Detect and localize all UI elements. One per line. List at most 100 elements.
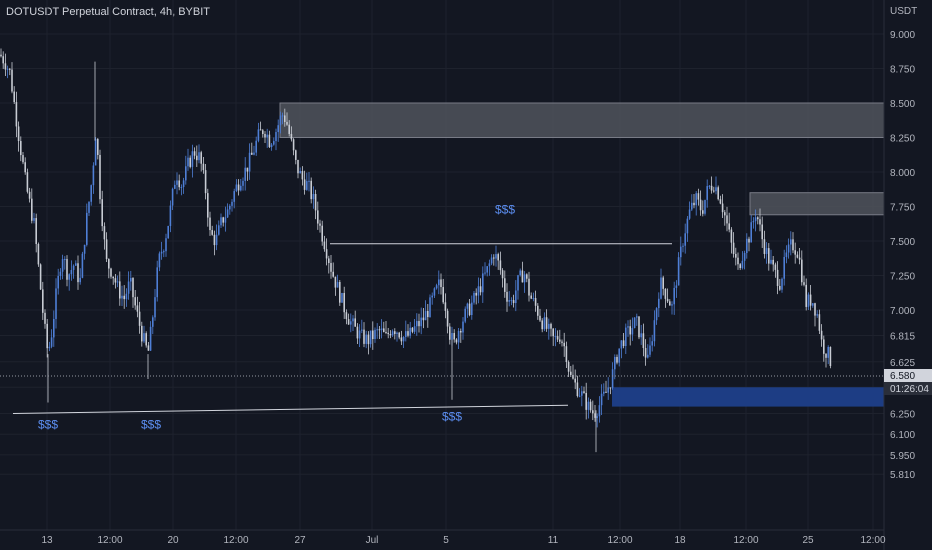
candle-body <box>264 133 266 138</box>
candle <box>759 208 761 232</box>
candle <box>429 294 431 318</box>
candle <box>253 145 255 156</box>
candle-body <box>242 180 244 186</box>
candle <box>523 271 526 293</box>
candle-body <box>515 290 517 304</box>
candle <box>605 380 607 393</box>
candle <box>543 312 546 332</box>
candle <box>200 150 202 172</box>
candle-body <box>94 138 97 166</box>
candle <box>578 388 581 398</box>
candle-body <box>530 295 532 299</box>
x-tick-label: 12:00 <box>607 535 632 546</box>
candle-body <box>488 263 491 267</box>
candle-body <box>671 304 673 306</box>
candle <box>446 308 449 334</box>
candle-body <box>378 329 381 331</box>
candle <box>387 327 389 339</box>
candle-body <box>11 69 13 92</box>
candle-body <box>121 295 123 299</box>
candle-body <box>147 345 150 351</box>
candle <box>292 138 295 156</box>
candle-body <box>356 326 359 339</box>
candle <box>490 254 493 266</box>
candle-body <box>160 251 163 254</box>
candle <box>101 190 103 232</box>
candle <box>583 386 585 394</box>
candles <box>0 48 832 453</box>
candle <box>418 313 420 333</box>
candle <box>805 278 807 311</box>
candle-body <box>387 332 389 335</box>
candle <box>783 249 785 286</box>
candle <box>763 230 766 259</box>
candle-body <box>433 288 436 296</box>
grid <box>0 0 884 530</box>
candle <box>706 179 708 208</box>
candle <box>275 128 277 151</box>
candle <box>444 293 447 319</box>
candle <box>699 190 702 216</box>
candle <box>440 273 442 295</box>
candle-body <box>103 226 106 240</box>
candle-body <box>385 331 387 333</box>
candle <box>512 294 515 308</box>
candle-body <box>231 201 233 206</box>
candle <box>127 271 130 300</box>
candle-body <box>299 171 301 174</box>
candle <box>323 235 326 252</box>
candle <box>169 200 172 233</box>
candle-body <box>774 264 777 270</box>
candle <box>431 292 433 305</box>
candle-body <box>339 281 341 303</box>
candle <box>246 167 249 181</box>
candle-body <box>455 339 458 343</box>
candle <box>306 172 308 191</box>
candle-body <box>180 186 183 188</box>
candle-body <box>70 269 73 275</box>
candle <box>178 174 180 191</box>
candle-body <box>578 395 581 397</box>
candle <box>803 275 805 287</box>
candle <box>328 255 330 274</box>
candle <box>46 319 48 358</box>
y-tick-label: 6.100 <box>890 430 915 441</box>
candle-body <box>781 278 783 290</box>
candle <box>112 276 114 285</box>
candle <box>754 209 757 232</box>
candle-body <box>46 323 48 349</box>
candle-body <box>642 333 645 348</box>
candle-body <box>97 138 99 155</box>
candle-body <box>198 152 200 161</box>
candle <box>44 309 46 329</box>
candle-body <box>682 245 684 247</box>
candle-body <box>37 243 40 265</box>
candle-body <box>57 275 59 289</box>
candle <box>163 249 165 258</box>
candle <box>660 268 662 300</box>
candle <box>361 319 363 334</box>
candle <box>215 224 218 251</box>
candle-body <box>222 217 224 223</box>
candle-body <box>759 219 761 225</box>
candle-body <box>477 286 480 296</box>
price-axis[interactable]: 9.000 8.750 8.500 8.250 8.000 7.750 7.500 7.250… <box>883 0 915 550</box>
candle <box>402 336 405 348</box>
candle-body <box>435 285 438 289</box>
candle <box>343 286 345 319</box>
candle-body <box>440 279 442 288</box>
candle <box>506 283 508 312</box>
candle <box>618 348 620 367</box>
candle-body <box>770 259 772 264</box>
candle-body <box>15 102 18 127</box>
candle <box>123 285 125 309</box>
time-axis[interactable]: 13 12:00 20 12:00 27 Jul 5 11 12:00 18 12:00 25 12:0… <box>0 529 886 546</box>
candle <box>541 318 543 333</box>
candle-body <box>539 315 541 321</box>
candle-body <box>145 333 147 346</box>
candle-body <box>776 269 779 286</box>
candle <box>405 320 407 342</box>
candle <box>154 289 156 321</box>
candle-body <box>746 238 748 253</box>
